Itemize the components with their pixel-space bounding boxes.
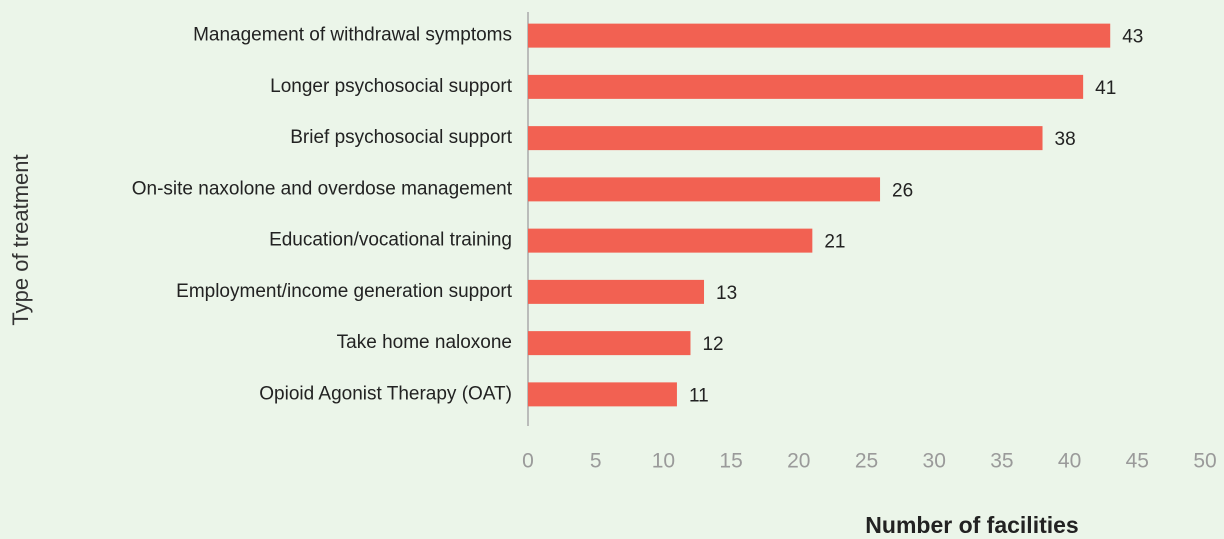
value-label: 43 [1122, 27, 1143, 48]
y-tick-label: On-site naxolone and overdose management [132, 178, 513, 199]
value-label: 38 [1055, 129, 1076, 150]
value-label: 11 [689, 385, 709, 406]
value-label: 12 [702, 334, 723, 355]
x-tick-label: 30 [923, 450, 946, 473]
value-label: 13 [716, 283, 737, 304]
x-axis-title: Number of facilities [865, 512, 1078, 538]
x-tick-label: 35 [990, 450, 1013, 473]
value-label: 26 [892, 180, 913, 201]
x-tick-label: 10 [652, 450, 675, 473]
bar [528, 279, 705, 304]
y-tick-label: Take home naloxone [337, 332, 512, 353]
bar [528, 23, 1111, 48]
y-tick-label: Education/vocational training [269, 230, 512, 251]
x-tick-label: 50 [1193, 450, 1216, 473]
value-label: 21 [824, 232, 845, 253]
x-tick-label: 15 [719, 450, 742, 473]
y-tick-label: Longer psychosocial support [270, 76, 513, 97]
y-tick-label: Employment/income generation support [176, 281, 513, 302]
x-tick-label: 0 [522, 450, 534, 473]
value-label: 41 [1095, 78, 1116, 99]
bar [528, 331, 691, 356]
bar [528, 228, 813, 253]
y-axis-title: Type of treatment [8, 154, 33, 325]
x-tick-label: 20 [787, 450, 810, 473]
bar [528, 74, 1084, 99]
x-tick-label: 5 [590, 450, 602, 473]
y-tick-label: Brief psychosocial support [290, 127, 512, 148]
y-tick-label: Opioid Agonist Therapy (OAT) [259, 383, 512, 404]
y-tick-label: Management of withdrawal symptoms [193, 25, 512, 46]
x-tick-label: 25 [855, 450, 878, 473]
bar [528, 382, 677, 407]
x-tick-label: 45 [1126, 450, 1149, 473]
bar [528, 126, 1043, 151]
bar [528, 177, 881, 202]
x-tick-label: 40 [1058, 450, 1081, 473]
